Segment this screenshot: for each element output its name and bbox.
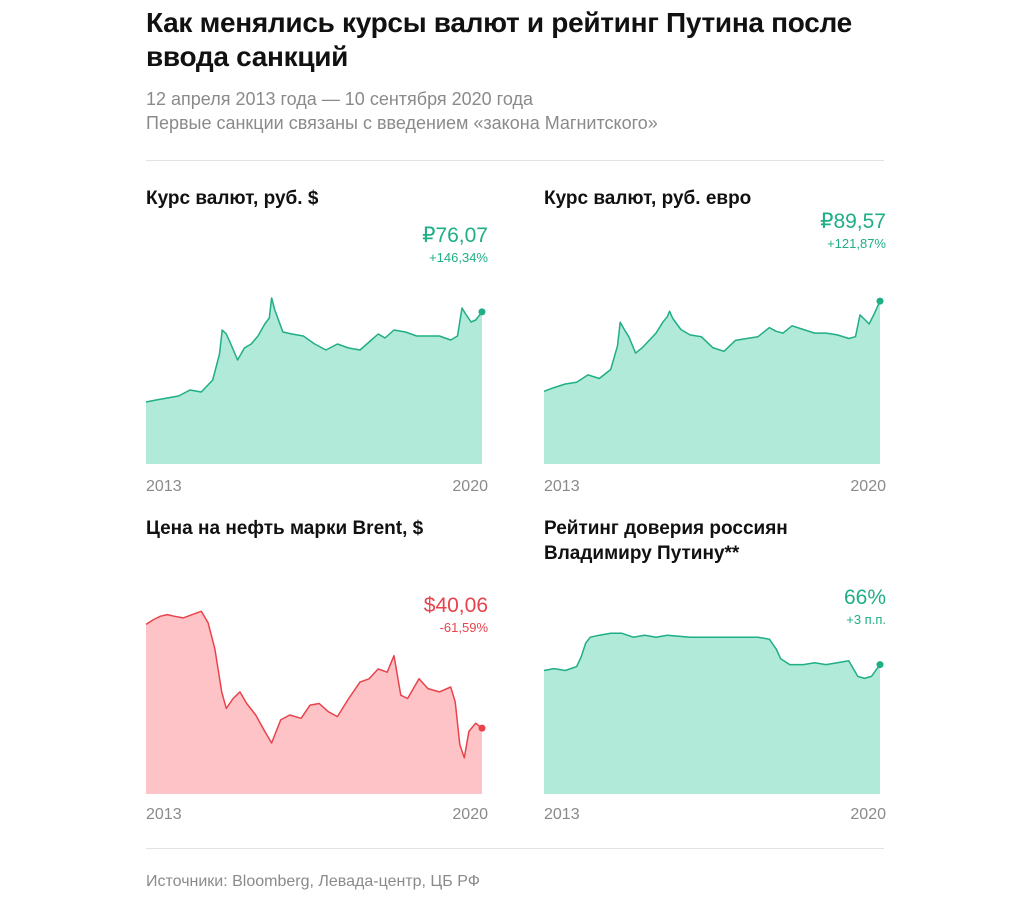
chart-title: Курс валют, руб. $ [146,188,319,209]
area-fill [146,611,482,794]
series-line [145,297,483,403]
chart-plot [543,632,884,794]
page-title: Как менялись курсы валют и рейтинг Путин… [146,7,852,72]
x-axis-start-label: 2013 [544,806,580,823]
chart-panel-usd: Курс валют, руб. $ ₽76,07 +146,34% 2013 … [145,186,488,502]
last-value-label: 66% [843,586,886,609]
x-axis-start-label: 2013 [146,478,182,495]
series-line [543,632,881,680]
area-fill [146,298,482,464]
last-point-marker [876,661,884,669]
chart-plot [145,297,486,464]
chart-title: Курс валют, руб. евро [544,188,752,209]
x-axis-start-label: 2013 [544,478,580,495]
change-label: +146,34% [429,250,488,265]
chart-panel-putin-rating: Рейтинг доверия россиян Владимиру Путину… [543,516,886,832]
last-point-marker [478,308,486,316]
series-line [145,610,483,759]
chart-plot [543,297,884,464]
area-fill [544,301,880,464]
chart-panel-brent: Цена на нефть марки Brent, $ $40,06 -61,… [145,516,488,832]
x-axis-end-label: 2020 [850,806,886,823]
area-fill [544,633,880,794]
top-divider [146,160,884,161]
subtitle-dates: 12 апреля 2013 года — 10 сентября 2020 г… [146,89,533,109]
change-label: +3 п.п. [846,612,886,627]
chart-title: Рейтинг доверия россиян Владимиру Путину… [544,518,788,564]
chart-title: Цена на нефть марки Brent, $ [146,518,424,539]
x-axis-end-label: 2020 [850,478,886,495]
chart-plot [145,610,486,794]
last-point-marker [876,297,884,305]
x-axis-end-label: 2020 [452,806,488,823]
source-note: Источники: Bloomberg, Левада-центр, ЦБ Р… [146,873,480,890]
change-label: +121,87% [827,236,886,251]
last-value-label: ₽76,07 [422,224,488,247]
change-label: -61,59% [439,620,488,635]
bottom-divider [146,848,884,849]
last-value-label: ₽89,57 [820,210,886,233]
last-point-marker [478,724,486,732]
series-line [543,300,881,393]
subtitle-note: Первые санкции связаны с введением «зако… [146,113,658,133]
chart-panel-eur: Курс валют, руб. евро ₽89,57 +121,87% 20… [543,186,886,502]
x-axis-start-label: 2013 [146,806,182,823]
x-axis-end-label: 2020 [452,478,488,495]
last-value-label: $40,06 [423,594,488,617]
